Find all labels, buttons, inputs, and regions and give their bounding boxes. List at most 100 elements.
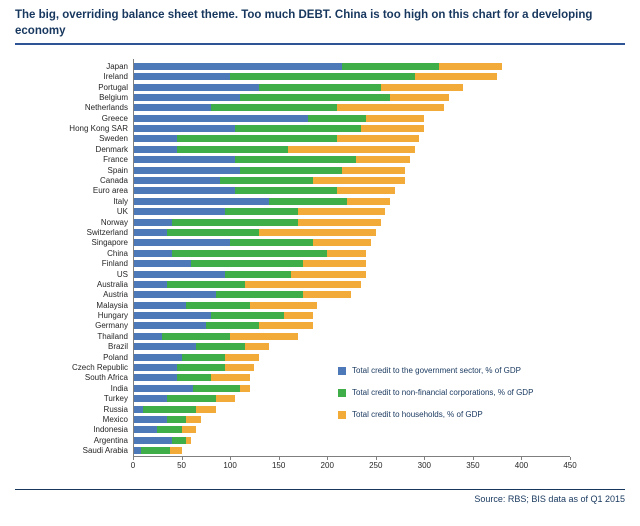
chart-rows: Japan Ireland Portugal Belgium Netherlands Gr… [15,61,570,456]
bar-track [133,83,570,91]
bar-row: Austria [15,290,570,300]
bar-segment-households [291,270,367,278]
bar-segment-government [133,249,172,257]
country-label: Thailand [97,331,128,341]
bar-row: China [15,248,570,258]
bar-segment-government [133,104,211,112]
x-tick-label: 350 [466,460,480,470]
bar-segment-households [259,322,313,330]
bar-segment-corporations [157,426,182,434]
bar-segment-corporations [259,83,381,91]
bar-segment-households [239,384,250,392]
bar-segment-corporations [239,93,391,101]
x-tick-label: 150 [271,460,286,470]
bar-track [133,312,570,320]
bar-segment-corporations [176,135,337,143]
bar-segment-corporations [230,73,415,81]
bar-segment-households [196,405,216,413]
legend-item-corporations: Total credit to non-financial corporatio… [338,388,533,397]
bar-segment-households [336,187,396,195]
bar-segment-corporations [234,187,337,195]
country-label: Saudi Arabia [82,446,128,456]
bar-track [133,291,570,299]
bar-row: Portugal [15,82,570,92]
corporations-swatch-icon [338,388,346,397]
bar-track [133,447,570,455]
x-tick [327,456,329,460]
bar-row: Sweden [15,134,570,144]
bar-row: Japan [15,61,570,71]
bar-segment-corporations [176,374,211,382]
bar-segment-corporations [307,114,367,122]
country-label: Turkey [103,394,128,404]
bar-segment-government [133,187,235,195]
bar-segment-corporations [220,177,313,185]
footer-divider [15,488,625,490]
bar-segment-households [438,62,502,70]
bar-track [133,364,570,372]
bar-segment-corporations [186,301,250,309]
bar-segment-corporations [171,218,299,226]
bar-segment-households [259,228,376,236]
bar-segment-corporations [171,436,187,444]
x-tick-label: 450 [563,460,577,470]
bar-track [133,280,570,288]
bar-track [133,332,570,340]
bar-segment-government [133,280,167,288]
country-label: Italy [113,196,128,206]
bar-track [133,384,570,392]
bar-row: Spain [15,165,570,175]
x-axis: 0 50 100 150 200 250 300 350 400 450 [131,455,577,471]
bar-segment-government [133,301,187,309]
x-tick [424,456,426,460]
x-tick [375,456,377,460]
x-tick-label: 250 [369,460,383,470]
bar-segment-households [210,374,250,382]
country-label: France [103,155,128,165]
bar-row: Poland [15,352,570,362]
bar-row: Belgium [15,92,570,102]
bar-row: Indonesia [15,425,570,435]
bar-segment-government [133,405,143,413]
bar-segment-government [133,312,211,320]
bar-row: Euro area [15,186,570,196]
bar-segment-government [133,177,221,185]
bar-track [133,156,570,164]
bar-segment-government [133,145,177,153]
bar-segment-government [133,166,240,174]
bar-segment-households [298,208,386,216]
bar-segment-corporations [210,312,284,320]
bar-track [133,353,570,361]
bar-segment-households [249,301,318,309]
bar-track [133,125,570,133]
country-label: Singapore [91,238,128,248]
bar-segment-government [133,353,182,361]
bar-row: France [15,155,570,165]
bar-segment-households [341,166,405,174]
bar-segment-government [133,83,260,91]
bar-segment-households [356,156,410,164]
bar-segment-households [302,260,367,268]
bar-track [133,187,570,195]
country-label: Austria [103,290,128,300]
legend-label: Total credit to non-financial corporatio… [352,388,534,398]
bar-segment-households [327,249,367,257]
bar-segment-government [133,228,167,236]
x-tick [133,456,134,460]
bar-segment-corporations [181,353,226,361]
country-label: Belgium [99,92,128,102]
bar-track [133,135,570,143]
country-label: Netherlands [84,103,128,113]
legend-item-government: Total credit to the government sector, %… [338,366,533,375]
government-swatch-icon [338,366,346,375]
bar-track [133,228,570,236]
bar-track [133,197,570,205]
bar-segment-government [133,208,226,216]
page-title: The big, overriding balance sheet theme.… [15,9,593,37]
bar-segment-households [312,177,405,185]
bar-segment-government [133,260,192,268]
bar-row: Denmark [15,144,570,154]
bar-segment-households [169,447,182,455]
bar-segment-government [133,291,216,299]
stacked-bar-chart: Japan Ireland Portugal Belgium Netherlands Gr… [15,59,625,471]
